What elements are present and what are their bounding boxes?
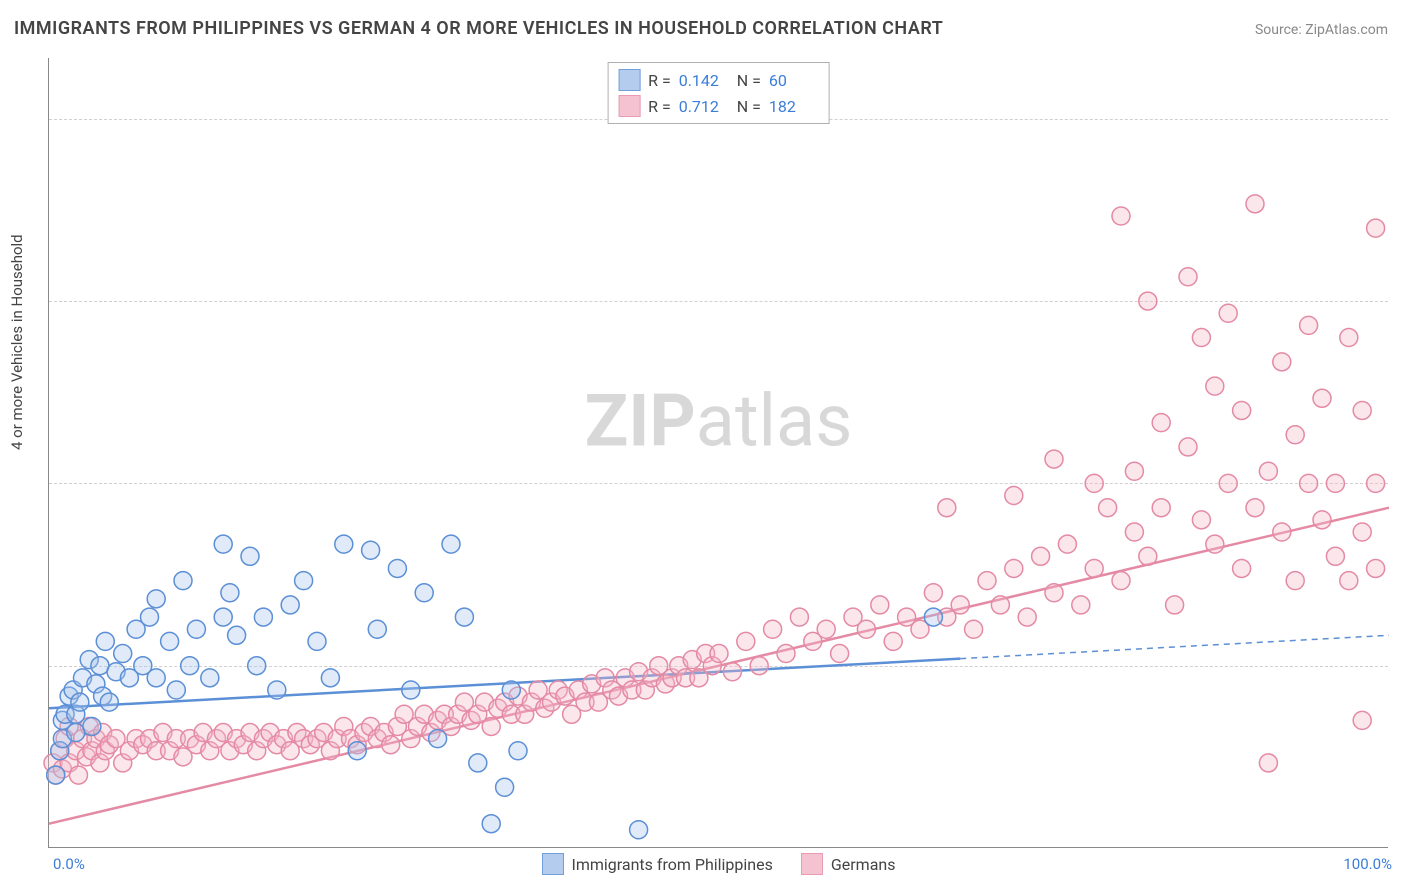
stats-row-1: R = 0.142 N = 60 (618, 67, 819, 93)
swatch-series-1 (618, 69, 640, 91)
n-value-1: 60 (769, 71, 819, 90)
swatch-series-2 (618, 95, 640, 117)
r-label: R = (648, 71, 671, 90)
stats-row-2: R = 0.712 N = 182 (618, 93, 819, 119)
r-value-1: 0.142 (679, 71, 729, 90)
legend-swatch-2 (801, 853, 823, 875)
legend-item-1: Immigrants from Philippines (541, 853, 772, 875)
n-label: N = (737, 71, 761, 90)
chart-title: IMMIGRANTS FROM PHILIPPINES VS GERMAN 4 … (14, 18, 943, 39)
r-label-2: R = (648, 97, 671, 116)
legend-label-2: Germans (831, 855, 896, 874)
xtick-right: 100.0% (1343, 855, 1392, 873)
legend-label-1: Immigrants from Philippines (571, 855, 772, 874)
plot-area: ZIPatlas 15.0%30.0%45.0%60.0% R = 0.142 … (48, 58, 1388, 848)
r-value-2: 0.712 (679, 97, 729, 116)
source-prefix: Source: (1255, 22, 1305, 38)
scatter-svg (49, 58, 1388, 847)
stats-box: R = 0.142 N = 60 R = 0.712 N = 182 (607, 62, 830, 124)
n-label-2: N = (737, 97, 761, 116)
legend-swatch-1 (541, 853, 563, 875)
xtick-left: 0.0% (53, 855, 85, 873)
source-attribution: Source: ZipAtlas.com (1255, 22, 1388, 38)
legend-item-2: Germans (801, 853, 896, 875)
source-link[interactable]: ZipAtlas.com (1305, 22, 1388, 38)
y-axis-label: 4 or more Vehicles in Household (8, 234, 26, 450)
bottom-legend: Immigrants from Philippines Germans (541, 853, 895, 875)
n-value-2: 182 (769, 97, 819, 116)
